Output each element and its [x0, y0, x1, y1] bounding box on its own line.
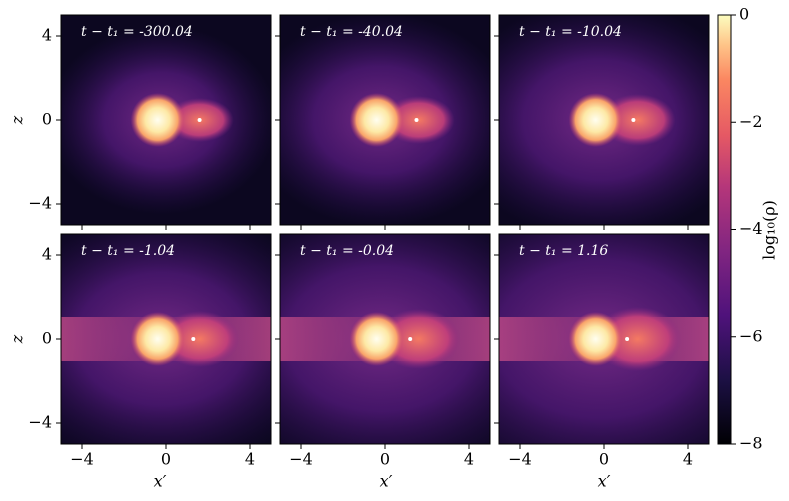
x-tick-label: 0: [380, 450, 390, 469]
annotation: t − t₁ = 1.16: [519, 243, 608, 259]
panel: t − t₁ = -1.04 −4 0 4 −4 0 4: [28, 233, 272, 469]
x-label: x′: [598, 472, 611, 491]
y-tick-label: 0: [42, 110, 52, 129]
annotation: t − t₁ = -0.04: [300, 243, 394, 259]
x-tick-label: 4: [245, 450, 255, 469]
colorbar-label: log₁₀(ρ): [760, 200, 779, 260]
y-tick-label: −4: [28, 194, 52, 213]
annotation: t − t₁ = -40.04: [300, 24, 403, 40]
density-image: [499, 234, 709, 444]
density-image: [61, 25, 271, 215]
x-label: x′: [154, 472, 167, 491]
density-image: [280, 15, 490, 225]
x-tick-label: 0: [599, 450, 609, 469]
primary-star: [130, 312, 185, 366]
annotation: t − t₁ = -10.04: [519, 24, 622, 40]
density-image: [61, 234, 271, 444]
x-tick-label: 4: [683, 450, 693, 469]
x-tick-label: −4: [70, 450, 94, 469]
colorbar: [717, 14, 732, 445]
y-tick-label: 4: [42, 26, 52, 45]
companion: [414, 118, 419, 122]
x-tick-label: −4: [289, 450, 313, 469]
density-image: [499, 15, 709, 225]
x-tick-label: −4: [508, 450, 532, 469]
y-label: z: [8, 115, 27, 125]
primary-star: [568, 312, 623, 366]
x-label: x′: [380, 472, 393, 491]
x-tick-label: 4: [464, 450, 474, 469]
colorbar-tick-label: −2: [739, 112, 763, 131]
density-image: [280, 234, 490, 444]
x-tick-label: 0: [161, 450, 171, 469]
y-tick-label: 4: [42, 245, 52, 264]
companion: [197, 118, 202, 122]
colorbar-tick-label: 0: [739, 5, 749, 24]
annotation: t − t₁ = -1.04: [81, 243, 175, 259]
panel: t − t₁ = 1.16 −4 0 4: [494, 233, 710, 469]
companion: [408, 337, 413, 341]
companion: [625, 337, 630, 341]
annotation: t − t₁ = -300.04: [81, 24, 193, 40]
companion: [191, 337, 196, 341]
colorbar-tick-label: −6: [739, 326, 763, 345]
primary-star: [349, 93, 404, 147]
panel: t − t₁ = -300.04 −4 0 4: [28, 14, 272, 230]
primary-star: [568, 93, 623, 147]
primary-star: [349, 312, 404, 366]
companion: [631, 118, 636, 122]
y-tick-label: −4: [28, 413, 52, 432]
y-label: z: [8, 334, 27, 344]
y-tick-label: 0: [42, 329, 52, 348]
panel: t − t₁ = -40.04: [275, 14, 491, 230]
colorbar-tick-label: −4: [739, 219, 763, 238]
panel: t − t₁ = -0.04 −4 0 4: [275, 233, 491, 469]
primary-star: [130, 93, 185, 147]
colorbar-tick-label: −8: [739, 434, 763, 453]
panel: t − t₁ = -10.04: [494, 14, 710, 230]
